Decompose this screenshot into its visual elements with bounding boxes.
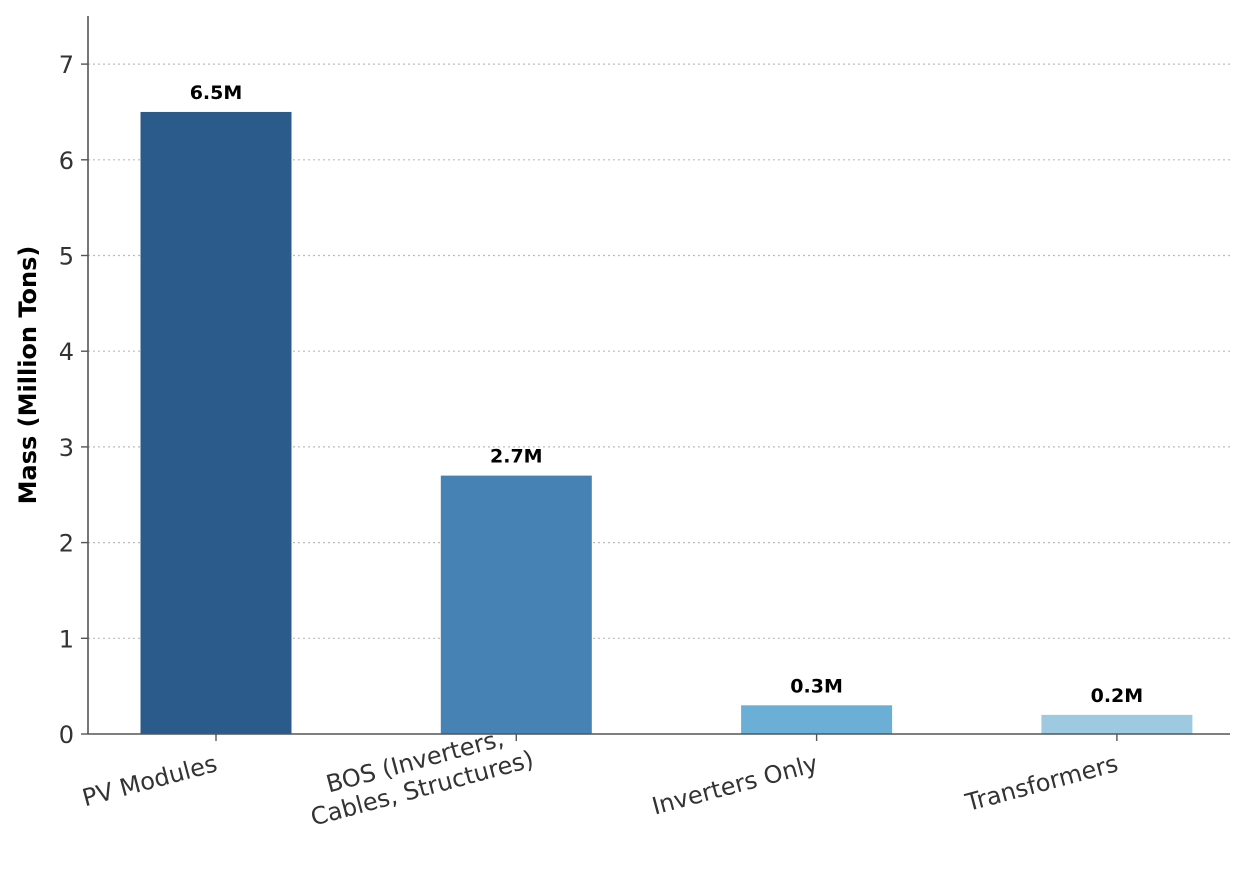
y-tick-label: 3 [59, 434, 74, 462]
data-label: 2.7M [490, 446, 543, 468]
x-tick-label-line: Transformers [962, 749, 1121, 817]
value-labels: 6.5M 2.7M 0.3M 0.2M [190, 82, 1143, 707]
bar [1041, 714, 1193, 734]
bar [741, 705, 893, 734]
bar [440, 475, 592, 734]
bar [140, 111, 292, 734]
y-ticks: 0 1 2 3 4 5 6 7 [59, 51, 88, 749]
x-tick-label: Inverters Only [649, 749, 821, 820]
y-tick-label: 0 [59, 721, 74, 749]
data-label: 0.2M [1091, 685, 1144, 707]
y-tick-label: 2 [59, 530, 74, 558]
axes [87, 16, 1230, 735]
bars [140, 111, 1193, 734]
y-axis-label: Mass (Million Tons) [14, 246, 42, 505]
data-label: 6.5M [190, 82, 243, 104]
y-tick-label: 6 [59, 147, 74, 175]
y-tick-label: 5 [59, 243, 74, 271]
x-tick-label-line: PV Modules [79, 749, 220, 812]
y-tick-label: 1 [59, 625, 74, 653]
x-tick-label: BOS (Inverters,Cables, Structures) [308, 724, 537, 831]
y-tick-label: 4 [59, 338, 74, 366]
x-tick-label: PV Modules [79, 749, 220, 812]
x-tick-label-line: Inverters Only [649, 749, 821, 820]
x-tick-label: Transformers [962, 749, 1121, 817]
y-tick-label: 7 [59, 51, 74, 79]
x-ticks: PV Modules BOS (Inverters,Cables, Structu… [79, 724, 1121, 831]
data-label: 0.3M [790, 675, 843, 697]
